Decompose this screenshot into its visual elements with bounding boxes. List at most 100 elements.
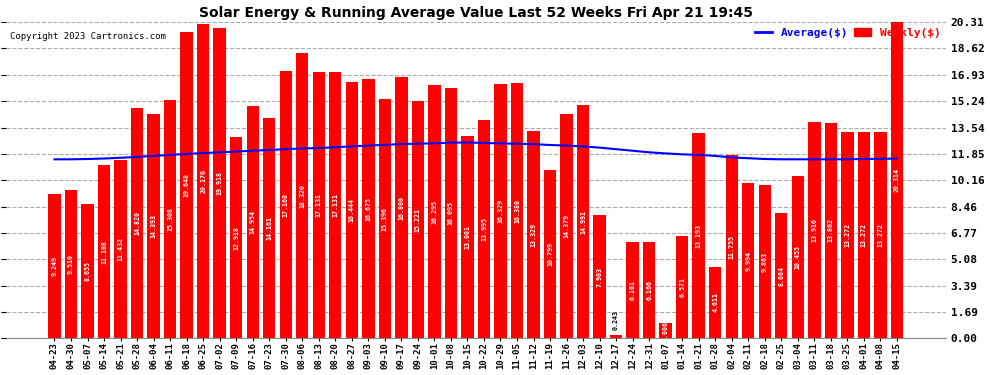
Bar <box>511 83 523 338</box>
Bar <box>610 334 623 338</box>
Text: 1.006: 1.006 <box>662 321 668 340</box>
Bar <box>792 176 804 338</box>
Text: 13.272: 13.272 <box>844 223 850 247</box>
Bar <box>544 170 556 338</box>
Bar <box>891 22 903 338</box>
Text: 10.455: 10.455 <box>795 245 801 269</box>
Text: 13.862: 13.862 <box>828 219 834 243</box>
Bar <box>378 99 391 338</box>
Bar <box>560 114 573 338</box>
Text: 13.001: 13.001 <box>464 225 470 249</box>
Bar <box>775 213 787 338</box>
Bar <box>742 183 754 338</box>
Bar <box>857 132 870 338</box>
Text: 8.064: 8.064 <box>778 266 784 286</box>
Text: 14.954: 14.954 <box>249 210 255 234</box>
Text: 15.396: 15.396 <box>382 207 388 231</box>
Text: 6.161: 6.161 <box>630 280 636 300</box>
Bar <box>230 137 243 338</box>
Bar <box>445 88 457 338</box>
Text: 13.995: 13.995 <box>481 217 487 242</box>
Text: 7.903: 7.903 <box>597 267 603 287</box>
Text: 17.160: 17.160 <box>283 193 289 217</box>
Text: 14.161: 14.161 <box>266 216 272 240</box>
Text: Copyright 2023 Cartronics.com: Copyright 2023 Cartronics.com <box>10 32 166 40</box>
Text: 0.243: 0.243 <box>613 310 619 330</box>
Bar <box>842 132 853 338</box>
Text: 20.176: 20.176 <box>200 169 206 193</box>
Text: 16.380: 16.380 <box>514 199 520 223</box>
Bar <box>131 108 144 338</box>
Bar <box>593 215 606 338</box>
Text: 9.994: 9.994 <box>745 251 751 271</box>
Bar <box>279 71 292 338</box>
Text: 13.916: 13.916 <box>812 218 818 242</box>
Text: 16.095: 16.095 <box>447 201 454 225</box>
Text: 13.329: 13.329 <box>531 223 537 247</box>
Text: 14.379: 14.379 <box>563 214 569 238</box>
Text: 14.991: 14.991 <box>580 210 586 234</box>
Bar <box>214 28 226 338</box>
Bar <box>461 136 473 338</box>
Bar <box>874 132 887 338</box>
Bar <box>577 105 589 338</box>
Text: 14.820: 14.820 <box>134 211 140 235</box>
Text: 11.755: 11.755 <box>729 235 735 259</box>
Text: 17.131: 17.131 <box>333 193 339 217</box>
Bar <box>692 133 705 338</box>
Bar <box>346 82 358 338</box>
Text: 16.675: 16.675 <box>365 196 371 220</box>
Bar <box>528 131 540 338</box>
Text: 15.221: 15.221 <box>415 208 421 232</box>
Bar <box>478 120 490 338</box>
Text: 11.432: 11.432 <box>118 237 124 261</box>
Text: 11.108: 11.108 <box>101 240 107 264</box>
Text: 6.166: 6.166 <box>646 280 652 300</box>
Bar <box>64 190 77 338</box>
Bar <box>296 53 309 338</box>
Bar <box>643 242 655 338</box>
Bar <box>180 32 193 338</box>
Bar <box>395 77 408 338</box>
Bar <box>494 84 507 338</box>
Bar <box>263 118 275 338</box>
Bar <box>676 236 688 338</box>
Text: 20.314: 20.314 <box>894 168 900 192</box>
Title: Solar Energy & Running Average Value Last 52 Weeks Fri Apr 21 19:45: Solar Energy & Running Average Value Las… <box>199 6 752 20</box>
Bar <box>362 79 374 338</box>
Text: 8.655: 8.655 <box>84 261 90 281</box>
Bar <box>726 155 738 338</box>
Text: 18.320: 18.320 <box>299 184 305 208</box>
Text: 19.648: 19.648 <box>183 173 190 197</box>
Bar <box>808 122 821 338</box>
Bar <box>81 204 94 338</box>
Bar <box>758 185 771 338</box>
Text: 13.193: 13.193 <box>696 224 702 248</box>
Text: 10.799: 10.799 <box>547 242 553 266</box>
Bar <box>709 267 722 338</box>
Text: 6.571: 6.571 <box>679 277 685 297</box>
Text: 17.131: 17.131 <box>316 193 322 217</box>
Text: 16.295: 16.295 <box>432 200 438 223</box>
Text: 14.393: 14.393 <box>150 214 156 238</box>
Legend: Average($), Weekly($): Average($), Weekly($) <box>755 28 940 38</box>
Text: 16.329: 16.329 <box>497 199 504 223</box>
Bar <box>825 123 837 338</box>
Text: 19.918: 19.918 <box>217 171 223 195</box>
Bar <box>412 101 424 338</box>
Bar <box>659 323 672 338</box>
Text: 9.510: 9.510 <box>68 254 74 274</box>
Text: 9.863: 9.863 <box>761 252 768 272</box>
Bar <box>49 194 60 338</box>
Bar <box>247 105 259 338</box>
Bar <box>313 72 325 338</box>
Text: 13.272: 13.272 <box>861 223 867 247</box>
Text: 16.800: 16.800 <box>398 196 404 220</box>
Text: 16.444: 16.444 <box>348 198 354 222</box>
Text: 9.249: 9.249 <box>51 256 57 276</box>
Bar <box>627 243 639 338</box>
Text: 13.272: 13.272 <box>877 223 883 247</box>
Text: 12.918: 12.918 <box>234 226 240 250</box>
Bar <box>148 114 159 338</box>
Bar <box>197 24 209 338</box>
